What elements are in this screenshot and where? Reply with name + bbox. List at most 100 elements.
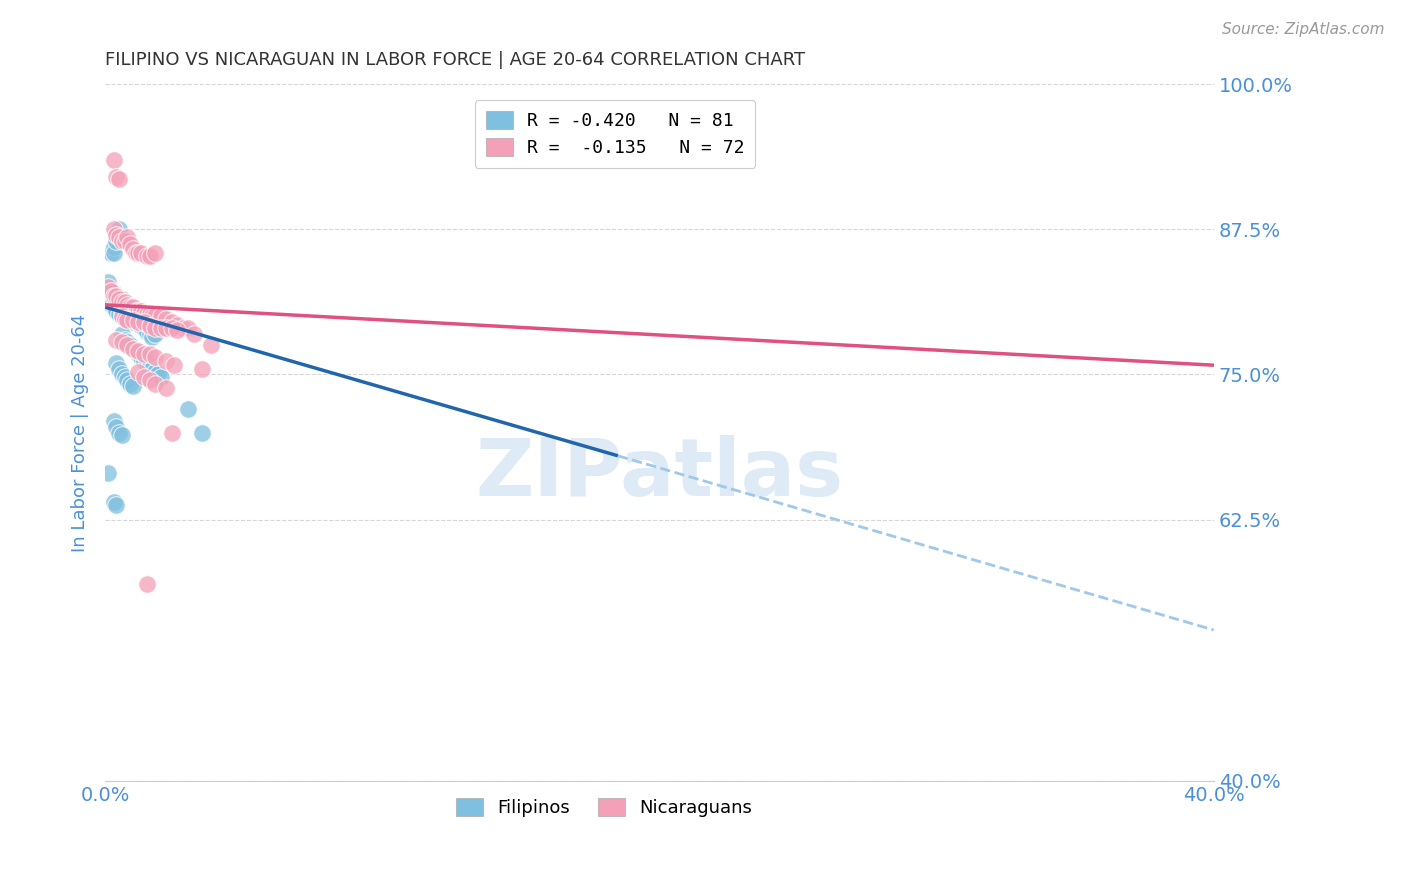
Point [125, 245, 148, 260]
Point [122, 313, 145, 327]
Point [117, 334, 139, 349]
Point [100, 298, 122, 312]
Point [97, 467, 120, 481]
Point [160, 425, 183, 440]
Point [122, 315, 145, 329]
Point [138, 307, 160, 321]
Point [132, 346, 155, 360]
Point [155, 311, 177, 326]
Point [127, 315, 149, 329]
Point [97, 286, 120, 301]
Point [155, 381, 177, 395]
Point [120, 338, 142, 352]
Point [138, 373, 160, 387]
Point [108, 298, 131, 312]
Point [129, 311, 152, 326]
Point [127, 344, 149, 359]
Point [111, 368, 134, 382]
Point [105, 228, 128, 243]
Point [111, 303, 134, 318]
Point [111, 292, 134, 306]
Point [183, 326, 205, 341]
Point [191, 425, 214, 440]
Point [132, 353, 155, 368]
Point [129, 318, 152, 333]
Point [97, 275, 120, 289]
Point [135, 249, 157, 263]
Point [105, 228, 128, 243]
Point [143, 326, 166, 341]
Point [135, 318, 157, 332]
Point [160, 315, 183, 329]
Point [129, 350, 152, 364]
Point [138, 326, 160, 341]
Point [143, 321, 166, 335]
Point [143, 376, 166, 391]
Point [122, 379, 145, 393]
Point [135, 325, 157, 339]
Point [143, 245, 166, 260]
Point [111, 326, 134, 341]
Point [166, 318, 188, 332]
Point [143, 350, 166, 364]
Point [111, 428, 134, 442]
Point [105, 288, 128, 302]
Point [125, 313, 148, 327]
Point [143, 310, 166, 324]
Point [117, 310, 139, 324]
Point [138, 249, 160, 263]
Point [141, 330, 163, 344]
Point [103, 288, 125, 302]
Point [122, 342, 145, 356]
Point [163, 358, 186, 372]
Point [122, 242, 145, 256]
Point [122, 310, 145, 324]
Point [117, 373, 139, 387]
Point [135, 356, 157, 370]
Point [125, 303, 148, 318]
Point [108, 230, 131, 244]
Point [146, 368, 169, 382]
Point [120, 300, 142, 314]
Point [114, 234, 136, 248]
Text: FILIPINO VS NICARAGUAN IN LABOR FORCE | AGE 20-64 CORRELATION CHART: FILIPINO VS NICARAGUAN IN LABOR FORCE | … [105, 51, 806, 69]
Point [100, 245, 122, 260]
Point [108, 361, 131, 376]
Point [111, 295, 134, 310]
Point [132, 369, 155, 384]
Point [100, 292, 122, 306]
Point [132, 315, 155, 329]
Point [127, 310, 149, 324]
Point [111, 334, 134, 349]
Point [103, 245, 125, 260]
Point [155, 321, 177, 335]
Point [135, 307, 157, 321]
Point [129, 303, 152, 318]
Point [127, 365, 149, 379]
Point [191, 361, 214, 376]
Point [105, 295, 128, 310]
Point [127, 303, 149, 318]
Point [105, 333, 128, 347]
Point [117, 298, 139, 312]
Point [127, 315, 149, 329]
Point [114, 295, 136, 310]
Point [129, 245, 152, 260]
Point [149, 310, 172, 324]
Point [120, 306, 142, 320]
Point [120, 237, 142, 252]
Point [108, 172, 131, 186]
Point [97, 280, 120, 294]
Point [141, 323, 163, 337]
Point [117, 230, 139, 244]
Point [114, 300, 136, 314]
Point [117, 313, 139, 327]
Point [114, 311, 136, 326]
Point [114, 369, 136, 384]
Point [105, 234, 128, 248]
Point [103, 240, 125, 254]
Point [120, 313, 142, 327]
Point [108, 307, 131, 321]
Point [108, 292, 131, 306]
Point [111, 310, 134, 324]
